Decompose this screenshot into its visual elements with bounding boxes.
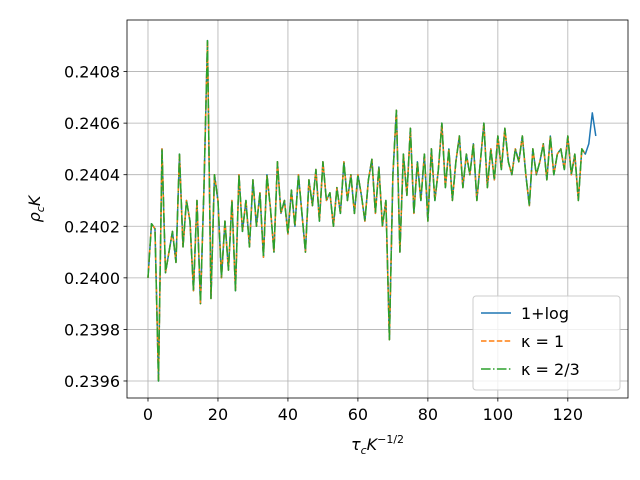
x-tick-label: 20: [208, 405, 228, 424]
x-tick-label: 0: [143, 405, 153, 424]
y-tick-label: 0.2406: [64, 114, 120, 133]
y-axis-label: ρcK: [25, 194, 47, 222]
legend-label: 1+log: [521, 304, 569, 323]
x-tick-label: 100: [483, 405, 514, 424]
legend-box: [472, 295, 621, 391]
x-tick-label: 120: [553, 405, 584, 424]
y-tick-label: 0.2400: [64, 269, 120, 288]
x-axis-label-main: K: [367, 435, 379, 454]
y-tick-label: 0.2398: [64, 320, 120, 339]
y-axis-label-base: ρ: [25, 212, 44, 222]
series-line: [147, 39, 586, 382]
y-tick-label: 0.2404: [64, 166, 120, 185]
x-axis-label-sub: c: [361, 444, 367, 457]
x-axis-label: τcK−1/2: [351, 433, 404, 457]
x-tick-label: 80: [418, 405, 438, 424]
y-axis-label-main: K: [25, 194, 44, 206]
x-tick-label: 40: [278, 405, 298, 424]
x-axis-label-base: τ: [351, 435, 361, 454]
y-axis-label-sub: c: [34, 206, 47, 212]
x-tick-label: 60: [348, 405, 368, 424]
y-tick-label: 0.2408: [64, 63, 120, 82]
axes-frame: [126, 19, 629, 399]
x-axis-label-sup: −1/2: [377, 433, 404, 446]
y-tick-label: 0.2396: [64, 372, 120, 391]
legend-label: κ = 2/3: [521, 360, 580, 379]
y-tick-label: 0.2402: [64, 217, 120, 236]
legend-label: κ = 1: [521, 332, 564, 351]
